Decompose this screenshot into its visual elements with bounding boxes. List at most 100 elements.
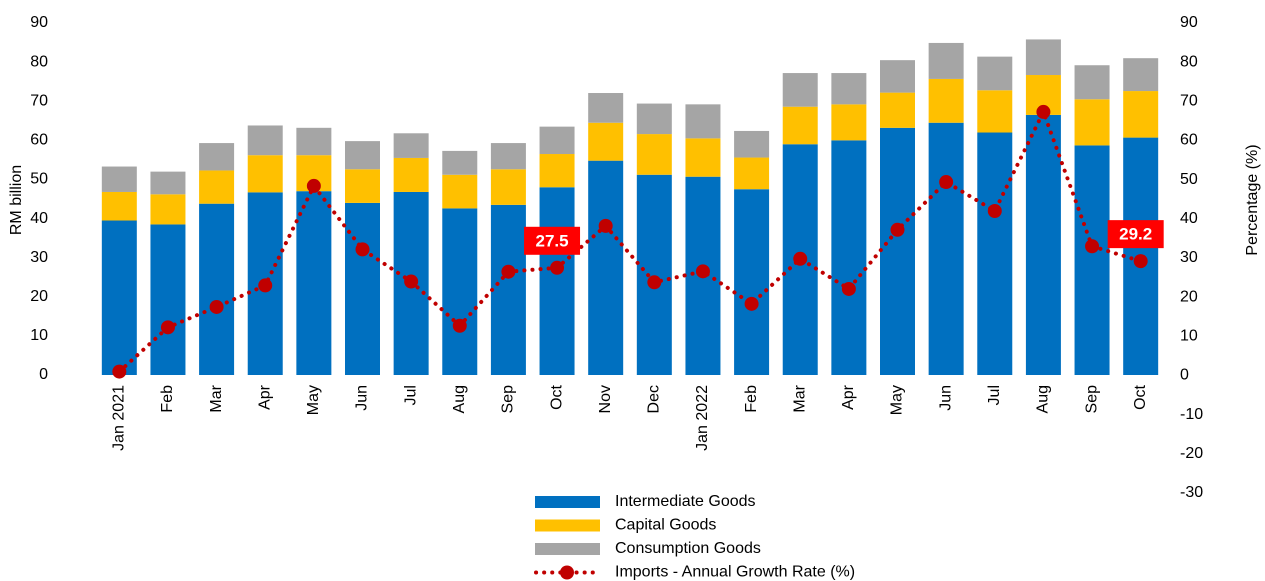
- bar-segment: [150, 171, 186, 195]
- y-tick-label: 90: [30, 14, 48, 31]
- y-tick-label: 50: [30, 171, 48, 188]
- y2-tick-label: 0: [1180, 367, 1189, 384]
- bar-segment: [880, 92, 915, 128]
- growth-line: [117, 106, 1143, 374]
- growth-marker: [209, 299, 224, 314]
- legend-label: Capital Goods: [615, 517, 716, 534]
- bar-segment: [782, 73, 818, 107]
- y2-tick-label: 50: [1180, 171, 1198, 188]
- bar-segment: [490, 204, 526, 375]
- y-tick-label: 0: [39, 366, 48, 383]
- y2-tick-label: 20: [1180, 288, 1198, 305]
- bar-segment: [1074, 99, 1110, 146]
- growth-marker: [160, 320, 175, 335]
- bar-segment: [442, 208, 478, 375]
- bar-segment: [442, 174, 478, 209]
- bar-segment: [1123, 91, 1159, 138]
- bar-segment: [199, 170, 235, 204]
- bar-segment: [636, 134, 672, 175]
- y2-tick-label: 80: [1180, 53, 1198, 70]
- growth-marker: [598, 218, 613, 233]
- bar-segment: [1025, 114, 1061, 376]
- legend-label: Intermediate Goods: [615, 493, 756, 510]
- legend-label: Consumption Goods: [615, 540, 761, 557]
- bar-segment: [928, 42, 964, 79]
- bar-segment: [1123, 58, 1159, 92]
- bar-segment: [636, 174, 672, 375]
- bar-segment: [539, 126, 575, 155]
- growth-marker: [1036, 104, 1051, 119]
- x-tick-label: Oct: [548, 384, 565, 409]
- growth-marker: [695, 264, 710, 279]
- y-tick-label: 20: [30, 288, 48, 305]
- value-label-box: [1107, 220, 1164, 249]
- growth-marker: [404, 274, 419, 289]
- bar-segment: [977, 56, 1013, 91]
- y2-tick-label: 60: [1180, 132, 1198, 149]
- bar-segment: [150, 194, 186, 225]
- x-tick-label: May: [305, 385, 322, 415]
- y2-axis-title: Percentage (%): [1244, 144, 1261, 255]
- x-tick-label: Jun: [354, 385, 371, 411]
- x-tick-label: Oct: [1132, 384, 1149, 409]
- bar-segment: [199, 203, 235, 375]
- bar-segment: [199, 143, 235, 171]
- bar-segment: [101, 166, 137, 192]
- x-tick-label: Dec: [646, 385, 663, 413]
- growth-marker: [647, 275, 662, 290]
- legend-label: Imports - Annual Growth Rate (%): [615, 564, 855, 581]
- bar-segment: [636, 103, 672, 135]
- growth-marker: [890, 222, 905, 237]
- x-tick-label: Mar: [208, 384, 225, 412]
- y-tick-label: 30: [30, 249, 48, 266]
- bar-segment: [977, 90, 1013, 133]
- y2-tick-label: -20: [1180, 445, 1203, 462]
- x-tick-label: Jan 2021: [111, 385, 128, 451]
- legend-swatch: [535, 543, 600, 555]
- growth-marker: [1133, 254, 1148, 269]
- bar-segment: [831, 73, 867, 105]
- growth-marker: [306, 178, 321, 193]
- x-tick-label: Sep: [500, 385, 517, 414]
- growth-marker: [112, 364, 127, 379]
- bar-segment: [1074, 145, 1110, 375]
- y2-tick-label: -30: [1180, 484, 1203, 501]
- growth-marker: [939, 175, 954, 190]
- bar-segment: [247, 125, 283, 156]
- bar-segment: [588, 122, 624, 161]
- value-label: 27.5: [535, 231, 568, 250]
- bar-segment: [442, 150, 478, 175]
- y-tick-label: 80: [30, 53, 48, 70]
- growth-marker: [501, 264, 516, 279]
- x-tick-label: Apr: [256, 384, 273, 410]
- growth-marker: [258, 278, 273, 293]
- bar-segment: [734, 130, 770, 158]
- bar-segment: [539, 154, 575, 188]
- bar-segment: [977, 132, 1013, 375]
- bar-segment: [1074, 65, 1110, 100]
- bar-segment: [831, 104, 867, 141]
- bar-segment: [734, 157, 770, 190]
- bar-segment: [247, 155, 283, 193]
- x-tick-label: Feb: [159, 385, 176, 413]
- y-tick-label: 60: [30, 132, 48, 149]
- bar-segment: [296, 127, 332, 156]
- x-tick-label: May: [889, 385, 906, 415]
- x-tick-label: Sep: [1083, 385, 1100, 414]
- x-tick-label: Jan 2022: [694, 385, 711, 451]
- bar-segment: [490, 169, 526, 205]
- legend-swatch: [535, 496, 600, 508]
- growth-marker: [744, 296, 759, 311]
- bar-segment: [345, 202, 380, 375]
- growth-marker: [550, 260, 565, 275]
- y2-tick-label: 10: [1180, 328, 1198, 345]
- y-tick-label: 40: [30, 210, 48, 227]
- bar-segment: [539, 187, 575, 375]
- growth-marker: [987, 204, 1002, 218]
- bar-segment: [880, 60, 915, 93]
- x-tick-label: Apr: [840, 384, 857, 410]
- y2-tick-label: 70: [1180, 93, 1198, 110]
- x-tick-label: Aug: [1035, 385, 1052, 413]
- bar-segment: [588, 93, 624, 123]
